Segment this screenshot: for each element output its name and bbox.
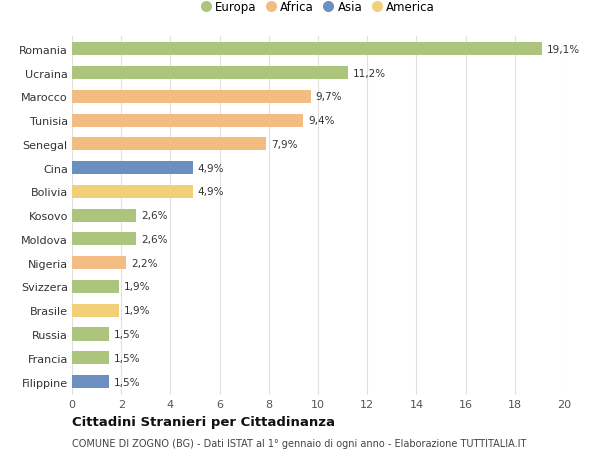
Bar	[72, 185, 193, 199]
Bar	[72, 375, 109, 388]
Text: 1,5%: 1,5%	[114, 353, 140, 363]
Bar	[72, 233, 136, 246]
Bar	[72, 209, 136, 222]
Text: 2,2%: 2,2%	[131, 258, 158, 268]
Text: 1,9%: 1,9%	[124, 282, 150, 292]
Bar	[72, 138, 266, 151]
Text: 7,9%: 7,9%	[271, 140, 298, 150]
Bar	[72, 328, 109, 341]
Text: 2,6%: 2,6%	[141, 211, 167, 221]
Bar	[72, 67, 347, 80]
Text: 9,7%: 9,7%	[316, 92, 342, 102]
Text: Cittadini Stranieri per Cittadinanza: Cittadini Stranieri per Cittadinanza	[72, 415, 335, 428]
Bar	[72, 304, 119, 317]
Bar	[72, 352, 109, 364]
Bar	[72, 257, 126, 270]
Text: 9,4%: 9,4%	[308, 116, 335, 126]
Text: COMUNE DI ZOGNO (BG) - Dati ISTAT al 1° gennaio di ogni anno - Elaborazione TUTT: COMUNE DI ZOGNO (BG) - Dati ISTAT al 1° …	[72, 438, 526, 448]
Bar	[72, 91, 311, 104]
Text: 1,5%: 1,5%	[114, 377, 140, 386]
Text: 11,2%: 11,2%	[352, 68, 386, 78]
Text: 1,5%: 1,5%	[114, 329, 140, 339]
Text: 4,9%: 4,9%	[197, 187, 224, 197]
Bar	[72, 114, 303, 128]
Legend: Europa, Africa, Asia, America: Europa, Africa, Asia, America	[201, 1, 435, 14]
Bar	[72, 280, 119, 293]
Text: 19,1%: 19,1%	[547, 45, 580, 55]
Text: 2,6%: 2,6%	[141, 235, 167, 245]
Bar	[72, 162, 193, 175]
Text: 1,9%: 1,9%	[124, 306, 150, 315]
Bar	[72, 43, 542, 56]
Text: 4,9%: 4,9%	[197, 163, 224, 174]
